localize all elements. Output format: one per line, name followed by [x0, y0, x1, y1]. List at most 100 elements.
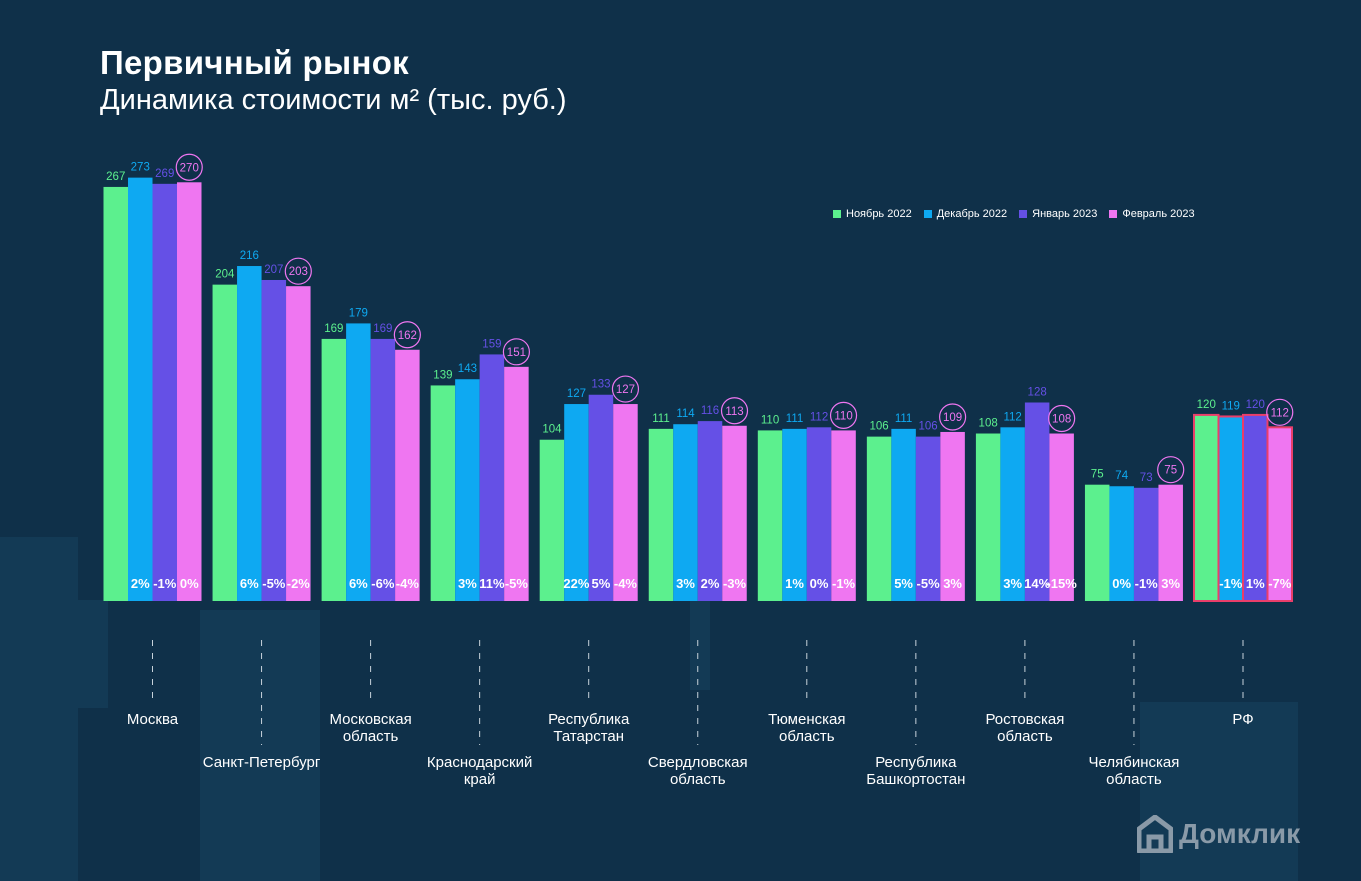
data-label: 139: [433, 369, 452, 381]
value-badge-ring: [1266, 398, 1294, 426]
change-label: 11%: [479, 576, 505, 591]
bar: [539, 439, 565, 601]
bar: [177, 182, 202, 601]
change-label: 14%: [1024, 576, 1050, 591]
bar: [866, 436, 892, 601]
change-label: 6%: [349, 576, 368, 591]
legend-label: Январь 2023: [1032, 208, 1098, 220]
category-label: область: [670, 771, 726, 788]
background-shape: [0, 537, 78, 881]
bar: [1217, 415, 1244, 602]
change-label: 0%: [1112, 576, 1131, 591]
bar: [588, 394, 614, 601]
bar: [1049, 433, 1074, 601]
brand-logo: Домклик: [1137, 815, 1300, 853]
bar: [1242, 413, 1269, 602]
bar: [286, 286, 311, 601]
data-label: 116: [701, 405, 719, 417]
change-label: 3%: [1161, 576, 1180, 591]
category-label: Москва: [127, 711, 179, 728]
data-label: 169: [373, 323, 392, 335]
data-label: 127: [616, 384, 635, 396]
bar: [757, 430, 783, 601]
data-label: 75: [1164, 465, 1177, 477]
data-label: 110: [761, 414, 779, 426]
data-label: 120: [1246, 399, 1265, 411]
category-label: область: [1106, 771, 1162, 788]
chart-subtitle: Динамика стоимости м² (тыс. руб.): [100, 84, 567, 116]
change-label: -4%: [396, 576, 420, 591]
change-label: -2%: [287, 576, 311, 591]
bar: [1158, 484, 1183, 601]
bar: [152, 183, 177, 602]
bar: [782, 428, 807, 601]
data-label: 119: [1222, 400, 1240, 412]
house-icon: [1137, 815, 1173, 853]
bar: [891, 428, 916, 601]
bar: [915, 436, 941, 601]
category-label: Свердловская: [648, 754, 748, 771]
data-label: 112: [1003, 411, 1021, 423]
change-label: -1%: [1135, 576, 1159, 591]
change-label: 3%: [1003, 576, 1022, 591]
legend-swatch: [833, 210, 841, 218]
data-label: 128: [1028, 386, 1047, 398]
change-label: 1%: [1246, 576, 1265, 591]
data-label: 159: [482, 338, 501, 350]
bar: [212, 284, 238, 601]
change-label: 5%: [894, 576, 913, 591]
data-label: 111: [652, 413, 669, 425]
data-label: 113: [725, 406, 743, 418]
bar: [128, 177, 153, 602]
bar: [1193, 413, 1220, 602]
data-label: 269: [155, 168, 174, 180]
bar: [673, 424, 698, 601]
change-label: -1%: [153, 576, 177, 591]
background-shape: [200, 610, 320, 881]
bar: [940, 431, 965, 601]
category-label: Башкортостан: [866, 771, 965, 788]
legend-swatch: [1109, 210, 1118, 218]
data-label: 111: [786, 413, 803, 425]
value-badge-ring: [829, 401, 858, 430]
change-label: 6%: [240, 576, 259, 591]
bar: [975, 433, 1001, 601]
bar: [430, 385, 456, 601]
legend-label: Февраль 2023: [1122, 208, 1195, 220]
change-label: 22%: [563, 576, 589, 591]
category-label: область: [343, 728, 399, 745]
category-label: Татарстан: [553, 728, 624, 745]
data-label: 104: [542, 424, 562, 436]
background-shape: [690, 600, 710, 690]
background-shape: [78, 600, 108, 708]
bar: [1000, 427, 1025, 601]
change-label: -4%: [614, 576, 638, 591]
brand-name: Домклик: [1179, 818, 1301, 849]
data-label: 111: [895, 413, 912, 425]
data-label: 179: [349, 307, 368, 319]
category-label: Краснодарский: [427, 754, 532, 771]
category-label: край: [464, 771, 496, 788]
change-label: 5%: [592, 576, 611, 591]
data-label: 216: [240, 250, 259, 262]
category-label: область: [779, 728, 835, 745]
legend-item: Январь 2023: [1019, 208, 1097, 220]
data-label: 110: [834, 410, 852, 422]
bar: [1266, 426, 1293, 602]
data-label: 273: [131, 162, 150, 174]
data-label: 114: [676, 408, 695, 420]
change-label: -5%: [917, 576, 941, 591]
value-badge-ring: [611, 375, 640, 403]
data-label: 120: [1197, 399, 1216, 411]
data-label: 112: [1271, 407, 1289, 419]
bar: [321, 338, 347, 601]
chart-title: Первичный рынок: [100, 44, 409, 81]
data-label: 106: [870, 421, 889, 433]
bar: [261, 279, 287, 601]
data-label: 112: [810, 411, 828, 423]
data-label: 108: [979, 418, 998, 430]
change-label: 3%: [458, 576, 477, 591]
data-label: 133: [591, 379, 610, 391]
change-label: 3%: [676, 576, 695, 591]
